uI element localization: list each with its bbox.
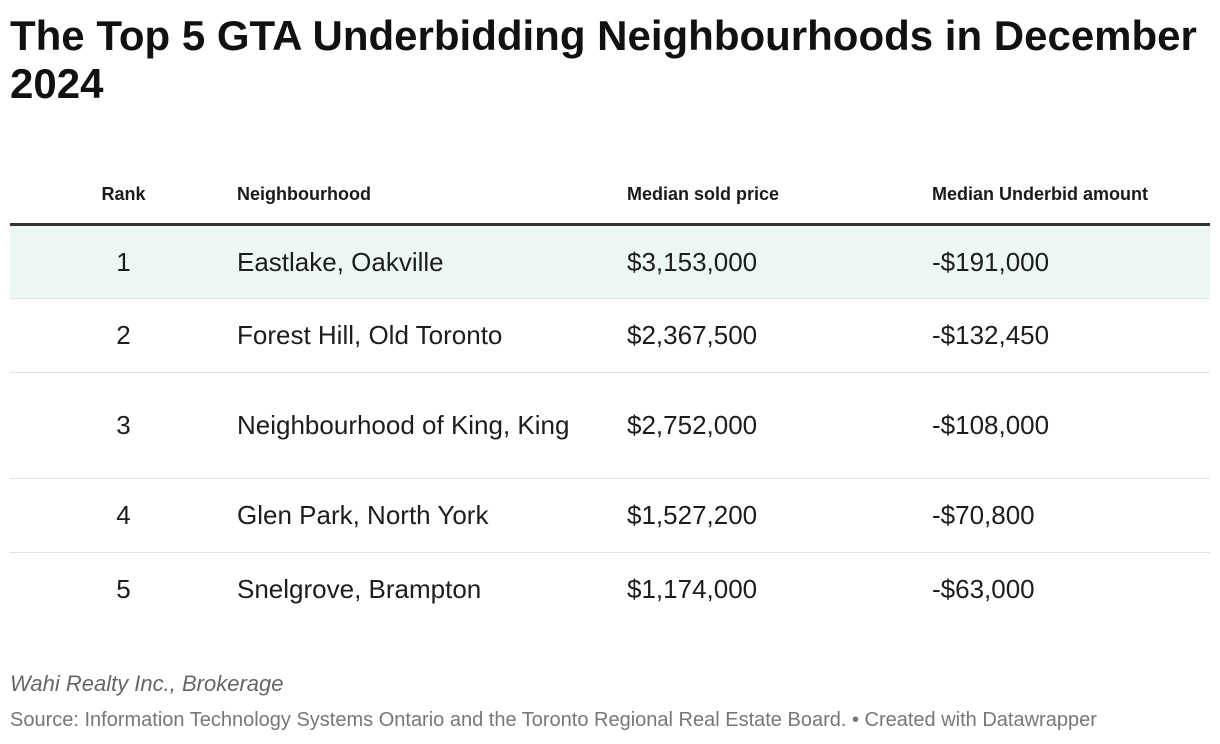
neighbourhood-cell: Forest Hill, Old Toronto <box>237 298 627 373</box>
median-underbid-cell: -$108,000 <box>932 372 1210 479</box>
median-underbid-cell: -$70,800 <box>932 478 1210 553</box>
table-row: 2 Forest Hill, Old Toronto $2,367,500 -$… <box>10 298 1210 373</box>
table-header: Rank Neighbourhood Median sold price Med… <box>10 160 1210 226</box>
table-body: 1 Eastlake, Oakville $3,153,000 -$191,00… <box>10 224 1210 626</box>
header-row: Rank Neighbourhood Median sold price Med… <box>10 160 1210 226</box>
table-row: 5 Snelgrove, Brampton $1,174,000 -$63,00… <box>10 552 1210 626</box>
median-sold-price-cell: $3,153,000 <box>627 224 932 299</box>
byline: Wahi Realty Inc., Brokerage <box>10 671 284 696</box>
median-underbid-cell: -$191,000 <box>932 224 1210 299</box>
median-sold-price-cell: $2,367,500 <box>627 298 932 373</box>
column-header-rank[interactable]: Rank <box>10 160 237 226</box>
table-row: 4 Glen Park, North York $1,527,200 -$70,… <box>10 478 1210 553</box>
median-sold-price-cell: $1,527,200 <box>627 478 932 553</box>
rank-cell: 2 <box>10 298 237 373</box>
rank-cell: 5 <box>116 574 131 605</box>
table-row: 1 Eastlake, Oakville $3,153,000 -$191,00… <box>10 224 1210 299</box>
column-header-neighbourhood[interactable]: Neighbourhood <box>237 160 627 226</box>
table-row: 3 Neighbourhood of King, King $2,752,000… <box>10 372 1210 479</box>
rank-cell: 1 <box>10 224 237 299</box>
column-header-median-sold-price[interactable]: Median sold price <box>627 160 932 226</box>
neighbourhood-cell: Eastlake, Oakville <box>237 224 627 299</box>
median-underbid-cell: -$63,000 <box>932 574 1035 605</box>
data-table: Rank Neighbourhood Median sold price Med… <box>10 160 1210 626</box>
neighbourhood-cell: Snelgrove, Brampton <box>237 574 482 605</box>
neighbourhood-cell: Neighbourhood of King, King <box>237 372 627 479</box>
median-underbid-cell: -$132,450 <box>932 298 1210 373</box>
source-note: Source: Information Technology Systems O… <box>10 709 1097 731</box>
chart-title: The Top 5 GTA Underbidding Neighbourhood… <box>10 12 1197 107</box>
column-header-median-underbid[interactable]: Median Underbid amount <box>932 160 1210 226</box>
rank-cell: 3 <box>10 372 237 479</box>
median-sold-price-cell: $2,752,000 <box>627 372 932 479</box>
neighbourhood-cell: Glen Park, North York <box>237 478 627 553</box>
rank-cell: 4 <box>10 478 237 553</box>
median-sold-price-cell: $1,174,000 <box>627 574 758 605</box>
